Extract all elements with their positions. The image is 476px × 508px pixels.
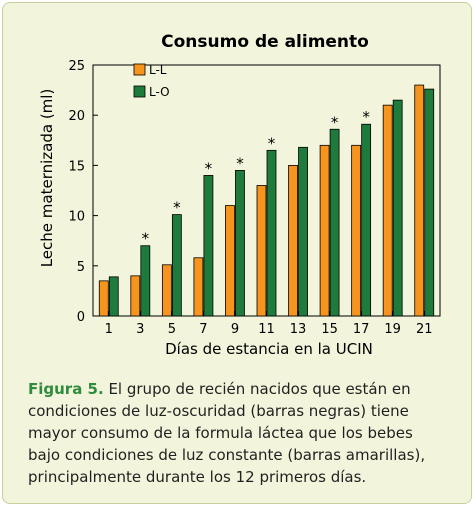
bar-ll [288,164,298,317]
bar-ll [414,84,425,317]
x-tick-label: 17 [353,322,370,337]
bar-ll [256,185,267,317]
x-tick-label: 15 [321,322,338,337]
x-axis-label: Días de estancia en la UCIN [165,340,373,358]
x-tick-label: 7 [199,322,207,337]
bar-ll [98,280,109,317]
bar-lo [392,99,403,317]
x-tick-label: 5 [168,322,176,337]
legend-label-lo: L-O [149,85,170,99]
significance-marker: * [362,108,370,126]
chart-title: Consumo de alimento [161,32,369,52]
bar-lo [424,88,435,317]
legend-swatch-ll [133,63,146,76]
chart-legend: L-L L-O [133,63,170,99]
bar-lo [266,149,277,317]
legend-swatch-lo [133,85,146,98]
significance-marker: * [142,230,150,248]
x-tick-label: 3 [136,322,144,337]
bar-ll [225,205,235,317]
significance-marker: * [236,154,244,172]
bar-lo [203,175,214,317]
bar-lo [171,214,182,317]
bar-ll [161,264,172,317]
bar-lo [140,245,151,317]
bar-ll [351,144,362,317]
bar-ll [319,144,330,317]
x-tick-label: 21 [416,322,433,337]
bar-ll [130,275,141,317]
bar-lo [329,128,340,317]
bar-ll [193,257,204,317]
y-tick-label: 0 [77,310,85,325]
significance-marker: * [173,199,181,217]
caption-label: Figura 5. [28,380,104,398]
bar-lo [298,146,308,317]
y-tick-label: 5 [77,260,85,275]
x-tick-label: 9 [231,322,239,337]
bar-lo [235,170,245,317]
y-tick-label: 25 [68,59,85,74]
y-tick-label: 10 [68,210,85,225]
x-tick-label: 11 [258,322,275,337]
significance-marker: * [268,134,276,152]
significance-marker: * [205,159,213,177]
bar-ll [382,104,393,317]
x-tick-label: 1 [105,322,113,337]
significance-marker: * [331,113,339,131]
bar-lo [108,276,119,317]
y-tick-label: 15 [68,159,85,174]
chart-bars: * * * * * * * [98,84,435,317]
caption-text: El grupo de recién nacidos que están en … [28,380,426,486]
legend-label-ll: L-L [149,63,167,77]
bar-lo [361,123,372,317]
x-tick-label: 13 [290,322,307,337]
y-axis-label: Leche maternizada (ml) [38,89,56,268]
figure-caption: Figura 5. El grupo de recién nacidos que… [28,378,448,488]
x-tick-label: 19 [384,322,401,337]
y-tick-label: 20 [68,109,85,124]
